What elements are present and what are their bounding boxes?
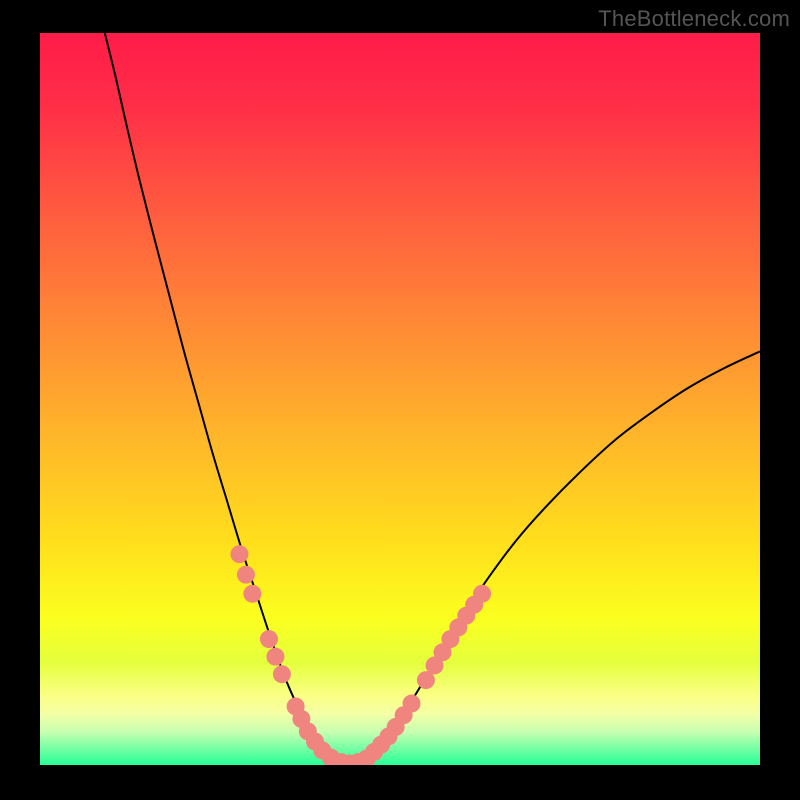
chart-container: TheBottleneck.com	[0, 0, 800, 800]
data-marker	[473, 585, 491, 603]
bottleneck-chart	[0, 0, 800, 800]
data-marker	[237, 566, 255, 584]
data-marker	[403, 695, 421, 713]
watermark-text: TheBottleneck.com	[598, 6, 790, 32]
plot-background	[40, 33, 760, 765]
data-marker	[243, 585, 261, 603]
data-marker	[273, 665, 291, 683]
data-marker	[266, 648, 284, 666]
data-marker	[260, 630, 278, 648]
data-marker	[230, 545, 248, 563]
